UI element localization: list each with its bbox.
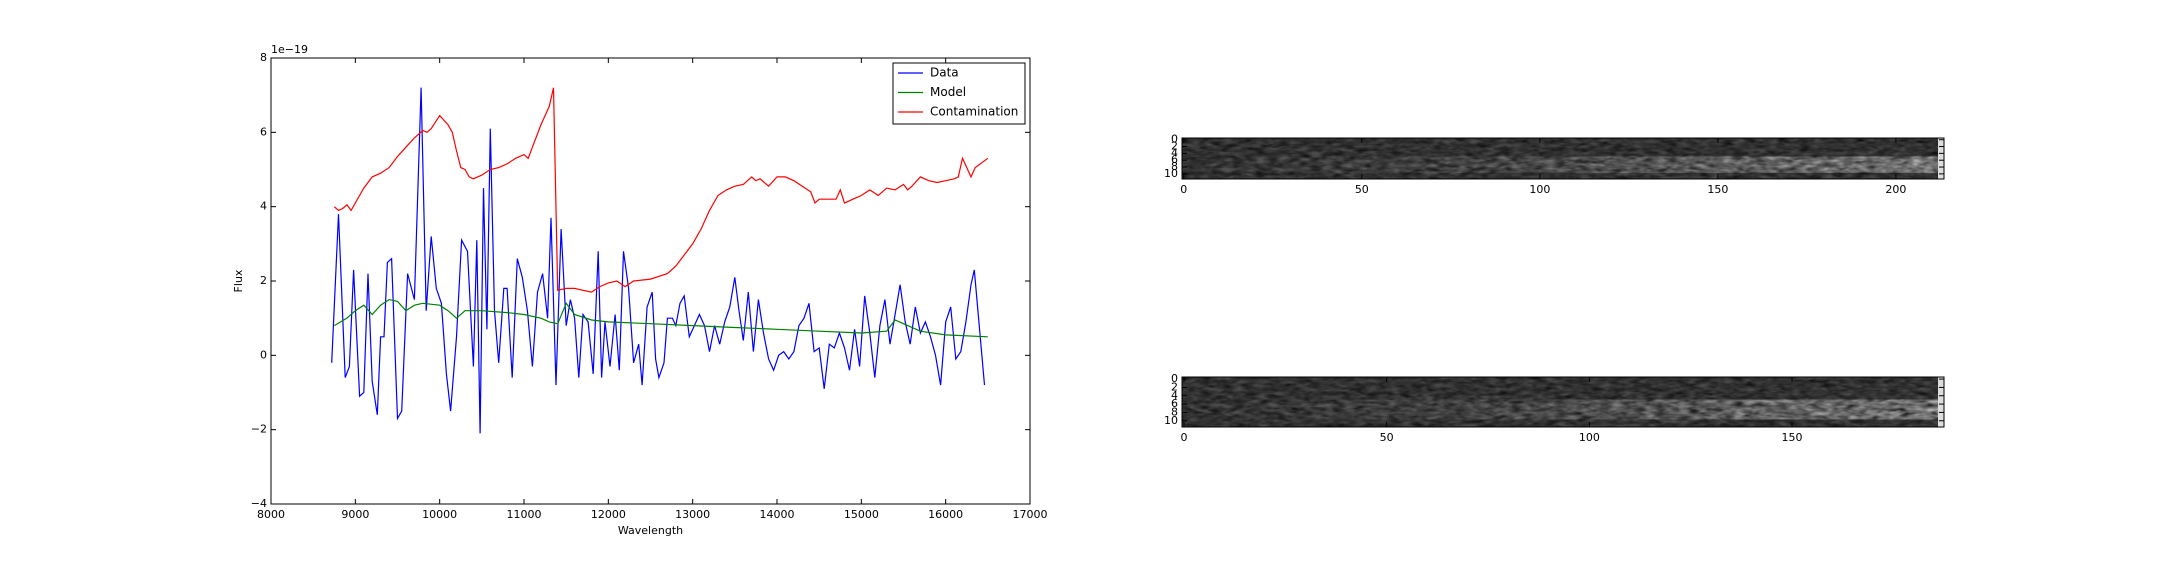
axes-frame (1181, 376, 1945, 428)
y-tick-label: 10 (1164, 414, 1178, 427)
y-tick-label: 2 (260, 274, 267, 287)
legend-label: Data (930, 66, 959, 80)
x-tick-label: 0 (1180, 183, 1187, 196)
x-tick-label: 0 (1181, 431, 1188, 444)
image-noise (1182, 138, 1944, 179)
y-tick-label: −4 (251, 497, 267, 510)
x-tick-label: 200 (1885, 183, 1906, 196)
y-tick-label: 6 (1171, 153, 1178, 166)
offset-label: 1e−19 (271, 43, 308, 56)
y-tick-label: 4 (1171, 389, 1178, 402)
x-tick-label: 11000 (507, 508, 542, 521)
series-line (333, 298, 988, 338)
y-tick-label: 4 (1171, 146, 1178, 159)
y-tick-label: 0 (1171, 372, 1178, 385)
y-tick-label: 8 (1171, 160, 1178, 173)
axes-frame (270, 57, 1031, 505)
x-axis-label: Wavelength (618, 524, 683, 537)
x-tick-label: 17000 (1013, 508, 1048, 521)
y-tick-label: 2 (1171, 140, 1178, 153)
legend-label: Contamination (930, 105, 1018, 119)
x-tick-label: 12000 (591, 508, 626, 521)
x-tick-label: 13000 (675, 508, 710, 521)
y-tick-label: 8 (260, 51, 267, 64)
x-tick-label: 100 (1529, 183, 1550, 196)
y-tick-label: −2 (251, 423, 267, 436)
x-tick-label: 8000 (257, 508, 285, 521)
y-tick-label: 8 (1171, 405, 1178, 418)
series-line (333, 87, 989, 293)
x-tick-label: 16000 (928, 508, 963, 521)
image-edge (1938, 138, 1944, 179)
x-tick-label: 14000 (760, 508, 795, 521)
y-tick-label: 10 (1164, 167, 1178, 180)
x-tick-label: 50 (1380, 431, 1394, 444)
x-tick-label: 150 (1707, 183, 1728, 196)
x-tick-label: 15000 (844, 508, 879, 521)
y-tick-label: 6 (1171, 397, 1178, 410)
axes-bg (271, 58, 1030, 504)
y-tick-label: 0 (1171, 133, 1178, 146)
legend: Data Model Contamination (892, 62, 1026, 125)
y-tick-label: 6 (260, 125, 267, 138)
legend-label: Model (930, 85, 966, 99)
y-tick-label: 4 (260, 200, 267, 213)
x-tick-label: 10000 (422, 508, 457, 521)
y-tick-label: 2 (1171, 380, 1178, 393)
image-noise (1182, 377, 1944, 427)
x-tick-label: 9000 (341, 508, 369, 521)
x-tick-label: 100 (1579, 431, 1600, 444)
y-axis-label: Flux (232, 269, 245, 292)
x-tick-label: 150 (1782, 431, 1803, 444)
image-edge (1938, 377, 1944, 427)
y-tick-label: 0 (260, 348, 267, 361)
axes-frame (1181, 137, 1945, 180)
x-tick-label: 50 (1355, 183, 1369, 196)
series-line (331, 87, 986, 434)
